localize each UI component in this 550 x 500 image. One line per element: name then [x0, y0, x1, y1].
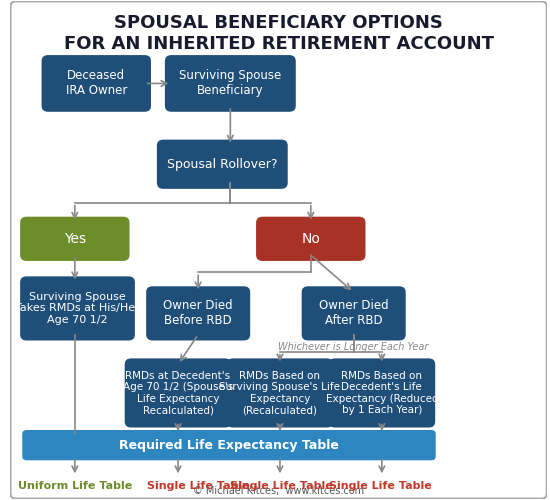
FancyBboxPatch shape	[165, 55, 296, 112]
FancyBboxPatch shape	[20, 276, 135, 340]
Text: RMDs at Decedent's
Age 70 1/2 (Spouse's
Life Expectancy
Recalculated): RMDs at Decedent's Age 70 1/2 (Spouse's …	[123, 370, 233, 416]
FancyBboxPatch shape	[20, 216, 130, 261]
Text: Uniform Life Table: Uniform Life Table	[18, 481, 132, 491]
FancyBboxPatch shape	[23, 430, 436, 460]
Text: Yes: Yes	[64, 232, 86, 246]
Text: Single Life Table: Single Life Table	[147, 481, 250, 491]
FancyBboxPatch shape	[256, 216, 366, 261]
Text: © Michael Kitces,  www.kitces.com: © Michael Kitces, www.kitces.com	[193, 486, 364, 496]
Text: Spousal Rollover?: Spousal Rollover?	[167, 158, 278, 170]
Text: Surviving Spouse
Beneficiary: Surviving Spouse Beneficiary	[179, 70, 282, 98]
FancyBboxPatch shape	[301, 286, 406, 341]
Text: Single Life Table: Single Life Table	[329, 481, 432, 491]
Text: RMDs Based on
Surviving Spouse's Life
Expectancy
(Recalculated): RMDs Based on Surviving Spouse's Life Ex…	[219, 370, 340, 416]
FancyBboxPatch shape	[42, 55, 151, 112]
FancyBboxPatch shape	[157, 140, 288, 189]
Text: Surviving Spouse
Takes RMDs at His/Her
Age 70 1/2: Surviving Spouse Takes RMDs at His/Her A…	[15, 292, 140, 325]
Text: Owner Died
After RBD: Owner Died After RBD	[319, 300, 388, 328]
Text: SPOUSAL BENEFICIARY OPTIONS
FOR AN INHERITED RETIREMENT ACCOUNT: SPOUSAL BENEFICIARY OPTIONS FOR AN INHER…	[64, 14, 493, 53]
Text: No: No	[301, 232, 320, 246]
FancyBboxPatch shape	[146, 286, 250, 341]
Text: Whichever is Longer Each Year: Whichever is Longer Each Year	[278, 342, 429, 352]
FancyBboxPatch shape	[328, 358, 435, 428]
FancyBboxPatch shape	[125, 358, 232, 428]
Text: RMDs Based on
Decedent's Life
Expectancy (Reduced
by 1 Each Year): RMDs Based on Decedent's Life Expectancy…	[326, 370, 438, 416]
Text: Required Life Expectancy Table: Required Life Expectancy Table	[119, 438, 339, 452]
Text: Deceased
IRA Owner: Deceased IRA Owner	[65, 70, 127, 98]
Text: Owner Died
Before RBD: Owner Died Before RBD	[163, 300, 233, 328]
FancyBboxPatch shape	[10, 2, 547, 498]
FancyBboxPatch shape	[227, 358, 333, 428]
Text: Single Life Table: Single Life Table	[230, 481, 333, 491]
